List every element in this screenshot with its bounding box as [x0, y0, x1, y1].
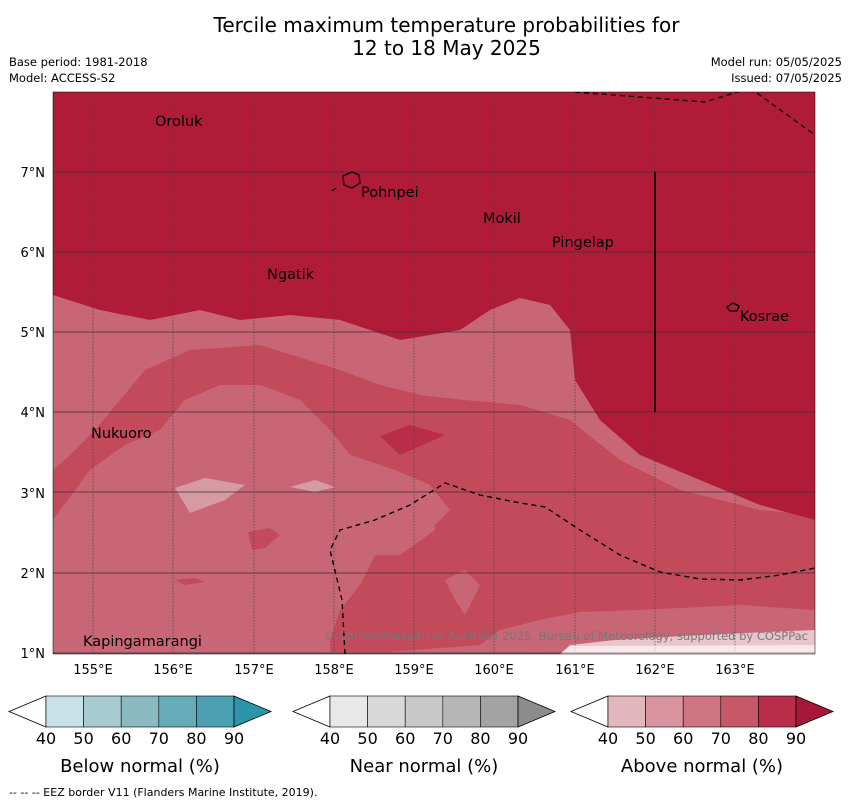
legend-title: Above normal (%) [621, 756, 783, 777]
band-above-60-patch [445, 570, 480, 615]
eez-footnote: -- -- -- EEZ border V11 (Flanders Marine… [9, 786, 318, 799]
legend-swatch [329, 695, 368, 728]
lat-tick: 6°N [21, 246, 46, 261]
legend-swatch [645, 695, 684, 728]
legend-swatch [120, 695, 160, 728]
graticule-lat [53, 171, 815, 654]
legend-2: 40 50 60 70 80 90 Near normal (%) [291, 695, 557, 777]
lon-tick: 155°E [73, 663, 113, 678]
base-period-info: Base period: 1981-2018 Model: ACCESS-S2 [9, 54, 148, 86]
lat-tick: 4°N [21, 406, 46, 421]
legend-swatch [442, 695, 481, 728]
band-above-50-patch [290, 480, 335, 492]
band-above-80-patch [380, 425, 445, 455]
place-label: Pingelap [552, 235, 614, 251]
model-name: Model: ACCESS-S2 [9, 71, 116, 85]
title-line-2: 12 to 18 May 2025 [352, 36, 541, 60]
legend-tick: 60 [395, 729, 415, 748]
base-period: Base period: 1981-2018 [9, 55, 148, 69]
legend-tick: 70 [711, 729, 731, 748]
legend-extend-high [233, 695, 273, 728]
lat-tick: 3°N [21, 487, 46, 502]
lon-tick: 162°E [635, 663, 675, 678]
legend-title: Near normal (%) [350, 756, 499, 777]
lat-tick: 7°N [21, 166, 46, 181]
legend-tick: 70 [149, 729, 169, 748]
legend-swatch [682, 695, 722, 728]
issued-date: Issued: 07/05/2025 [731, 71, 842, 85]
band-above-50-patch [175, 478, 245, 513]
legend-extend-low [7, 695, 47, 728]
lon-tick: 161°E [555, 663, 595, 678]
legend-tick: 80 [748, 729, 768, 748]
lat-tick: 5°N [21, 326, 46, 341]
kosrae-island [726, 302, 740, 312]
legend-swatch [758, 695, 797, 728]
legend-tick: 60 [673, 729, 693, 748]
chart-title: Tercile maximum temperature probabilitie… [0, 14, 850, 60]
legend-tick: 90 [224, 729, 244, 748]
lon-tick: 157°E [234, 663, 274, 678]
legend-extend-high [795, 695, 835, 728]
place-label: Nukuoro [91, 426, 152, 442]
band-above-70 [53, 345, 815, 654]
legend-extend-low [569, 695, 609, 728]
legend-tick: 40 [598, 729, 618, 748]
legend-swatch [367, 695, 406, 728]
lon-tick: 159°E [394, 663, 434, 678]
legend-tick: 80 [186, 729, 206, 748]
legend-tick: 50 [635, 729, 655, 748]
legend-tick: 90 [786, 729, 806, 748]
pohnpei-island [342, 171, 361, 189]
legend-tick: 40 [36, 729, 56, 748]
legend-swatch [480, 695, 519, 728]
legend-swatch [607, 695, 646, 728]
copyright-backdrop [560, 645, 815, 654]
legend-swatch [196, 695, 235, 728]
place-label: Kosrae [740, 309, 789, 325]
place-label: Ngatik [267, 267, 315, 283]
ant-atoll [331, 187, 337, 192]
eez-border [329, 92, 815, 654]
lat-tick: 1°N [21, 647, 46, 662]
lon-tick: 158°E [314, 663, 354, 678]
lat-tick: 2°N [21, 567, 46, 582]
legend-tick: 40 [320, 729, 340, 748]
lon-tick: 160°E [474, 663, 514, 678]
probability-field [53, 92, 815, 654]
band-above-70-patch [248, 528, 280, 550]
title-line-1: Tercile maximum temperature probabilitie… [213, 13, 680, 37]
band-above-80 [53, 92, 815, 520]
lon-tick: 163°E [715, 663, 755, 678]
legend-swatch [83, 695, 122, 728]
place-label: Kapingamarangi [83, 634, 202, 650]
place-label: Mokil [483, 211, 521, 227]
legend-swatch [404, 695, 444, 728]
legend-tick: 70 [433, 729, 453, 748]
band-above-70-patch [175, 578, 205, 585]
legend-tick: 50 [357, 729, 377, 748]
legend-extend-high [517, 695, 557, 728]
legend-tick: 80 [470, 729, 490, 748]
legend-extend-low [291, 695, 331, 728]
model-run: Model run: 05/05/2025 [710, 55, 842, 69]
legend-tick: 90 [508, 729, 528, 748]
legend-tick: 50 [73, 729, 93, 748]
lon-tick: 156°E [153, 663, 193, 678]
place-label: Oroluk [155, 114, 203, 130]
legend-tick: 60 [111, 729, 131, 748]
legend-swatch [45, 695, 84, 728]
copyright-notice: © Commonwealth of Australia 2025, Bureau… [324, 629, 808, 643]
legend-swatch [720, 695, 759, 728]
run-info: Model run: 05/05/2025 Issued: 07/05/2025 [711, 54, 842, 86]
place-label: Pohnpei [361, 185, 419, 201]
legend-title: Below normal (%) [60, 756, 220, 777]
legend-swatch [158, 695, 197, 728]
map-frame [52, 91, 816, 655]
